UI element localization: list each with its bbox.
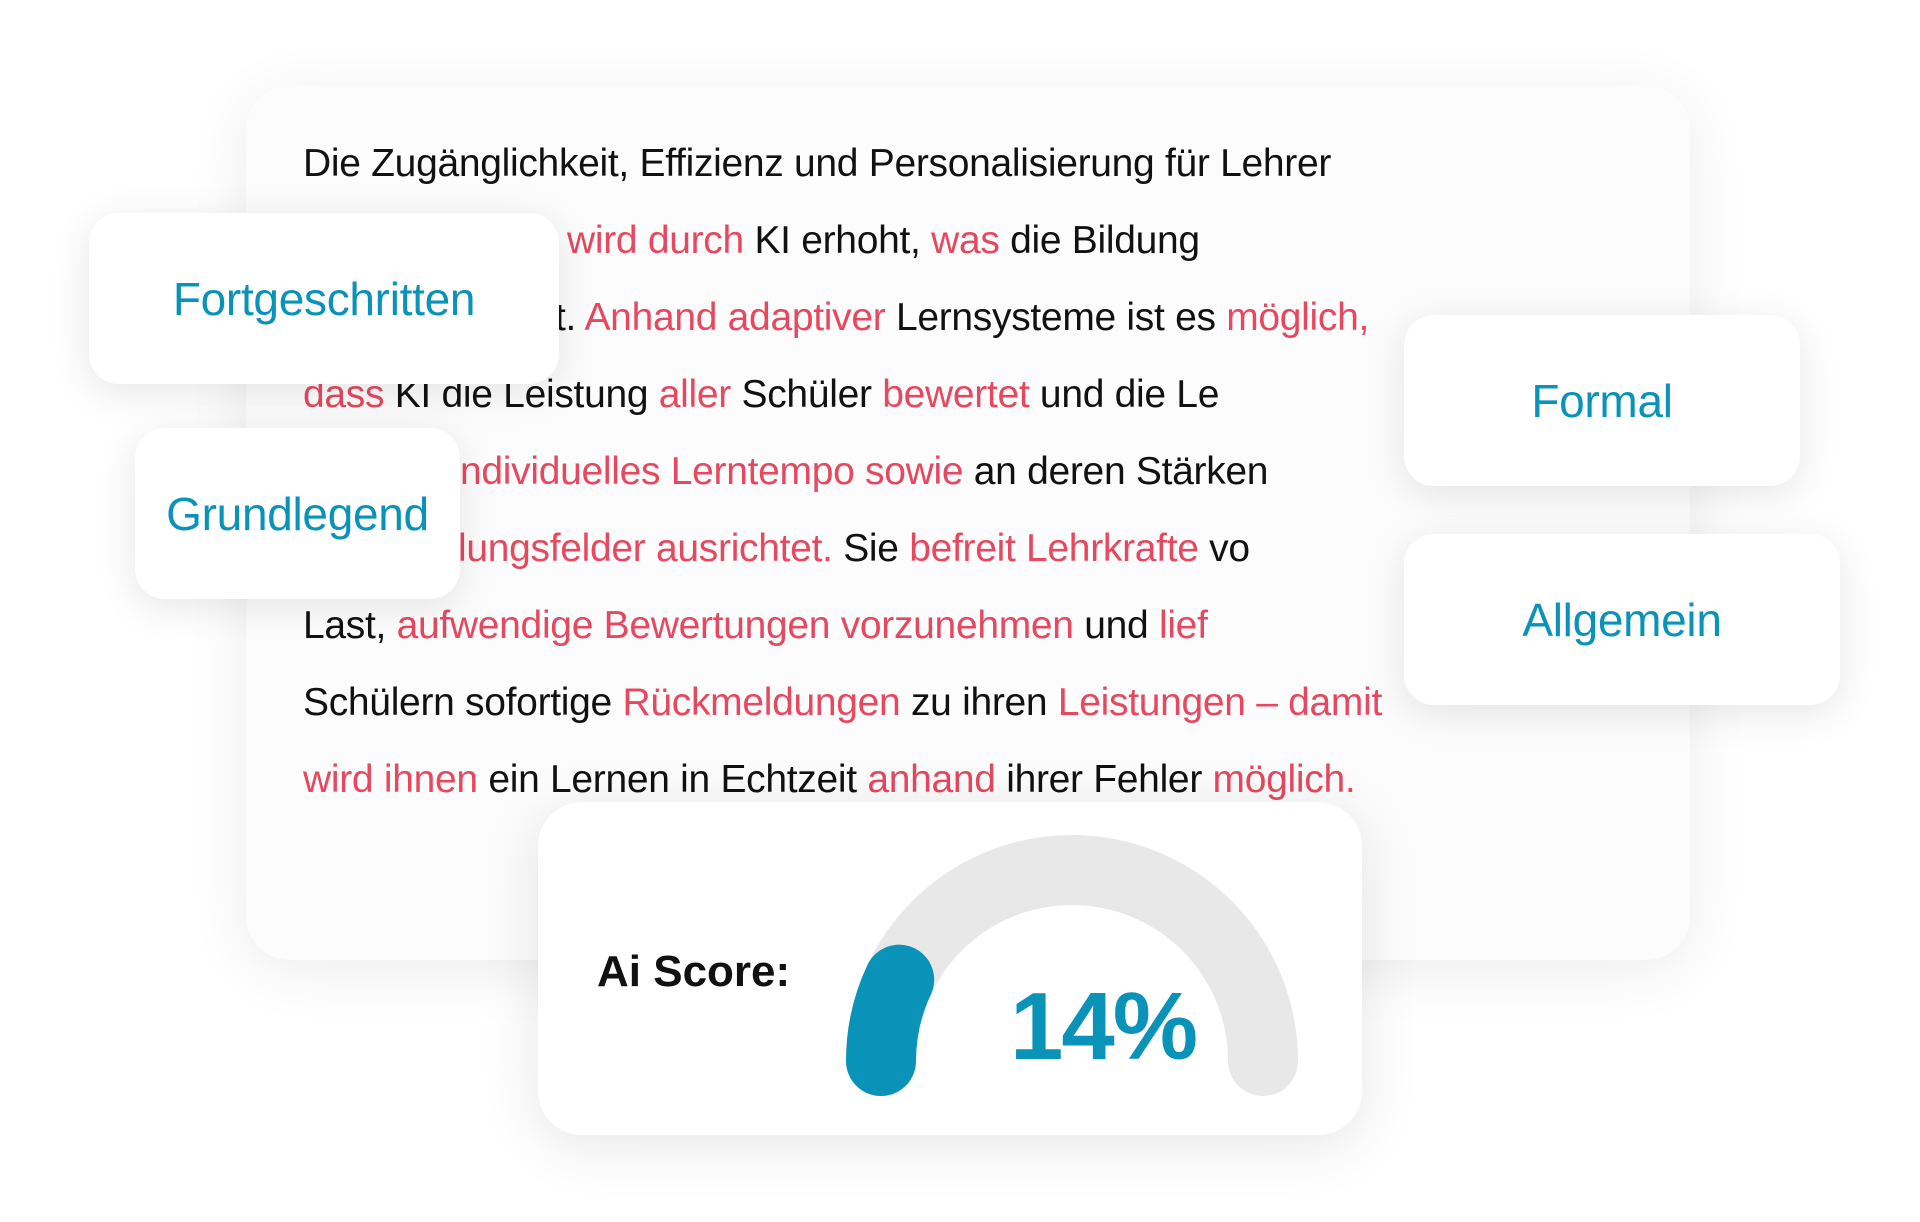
text-phrase: Sie (832, 527, 910, 570)
tag-allgemein[interactable]: Allgemein (1404, 534, 1840, 705)
flagged-phrase: anhand (867, 758, 996, 801)
flagged-phrase: Anhand adaptiver (584, 296, 886, 339)
paragraph-line: Last, aufwendige Bewertungen vorzunehmen… (303, 603, 1208, 649)
paragraph-line: Die Zugänglichkeit, Effizienz und Person… (303, 141, 1331, 187)
ai-score-label: Ai Score: (597, 947, 791, 996)
text-phrase: Schülern sofortige (303, 681, 623, 724)
paragraph-line: t. Anhand adaptiver Lernsysteme ist es m… (555, 295, 1369, 341)
text-phrase: zu ihren (900, 681, 1058, 724)
text-phrase: ihrer Fehler (995, 758, 1213, 801)
text-phrase: ein Lernen in Echtzeit (477, 758, 868, 801)
text-phrase: die Bildung (999, 219, 1200, 262)
gauge-fill (846, 944, 935, 1096)
text-phrase: vo (1198, 527, 1250, 570)
text-phrase: Lernsysteme ist es (885, 296, 1227, 339)
tag-fortgeschritten[interactable]: Fortgeschritten (89, 213, 559, 384)
tag-grundlegend[interactable]: Grundlegend (135, 428, 460, 599)
text-phrase: Schüler (730, 373, 883, 416)
flagged-phrase: bewertet (882, 373, 1030, 416)
flagged-phrase: ndividuelles Lerntempo sowie (460, 450, 964, 493)
flagged-phrase: möglich, (1226, 296, 1370, 339)
text-phrase: Last, (303, 604, 397, 647)
flagged-phrase: Leistungen – damit (1057, 681, 1383, 724)
paragraph-line: lungsfelder ausrichtet. Sie befreit Lehr… (458, 526, 1250, 572)
tag-label: Grundlegend (166, 487, 429, 540)
flagged-phrase: Rückmeldungen (622, 681, 901, 724)
score-gauge (846, 835, 1298, 1096)
text-phrase: und die Le (1029, 373, 1220, 416)
tag-label: Fortgeschritten (172, 272, 476, 325)
text-phrase: t. (555, 296, 585, 339)
paragraph-line: Schülern sofortige Rückmeldungen zu ihre… (303, 680, 1382, 726)
paragraph-line: wird durch KI erhoht, was die Bildung (567, 218, 1200, 264)
flagged-phrase: wird ihnen (303, 758, 478, 801)
flagged-phrase: lief (1158, 604, 1208, 647)
paragraph-line: wird ihnen ein Lernen in Echtzeit anhand… (303, 757, 1356, 803)
text-phrase: an deren Stärken (963, 450, 1269, 493)
flagged-phrase: befreit Lehrkrafte (909, 527, 1199, 570)
text-phrase: Die Zugänglichkeit, Effizienz und Person… (303, 142, 1332, 185)
ai-score-card: Ai Score: 14% (538, 802, 1362, 1135)
paragraph-line: ndividuelles Lerntempo sowie an deren St… (460, 449, 1268, 495)
flagged-phrase: aller (658, 373, 732, 416)
tag-label: Allgemein (1522, 593, 1722, 646)
flagged-phrase: möglich. (1212, 758, 1356, 801)
tag-label: Formal (1531, 374, 1673, 427)
flagged-phrase: lungsfelder ausrichtet. (458, 527, 833, 570)
flagged-phrase: wird durch (567, 219, 744, 262)
ai-score-value: 14% (1010, 973, 1198, 1080)
text-phrase: und (1073, 604, 1159, 647)
text-phrase: KI erhoht, (743, 219, 932, 262)
flagged-phrase: was (931, 219, 1000, 262)
flagged-phrase: aufwendige Bewertungen vorzunehmen (396, 604, 1074, 647)
tag-formal[interactable]: Formal (1404, 315, 1800, 486)
